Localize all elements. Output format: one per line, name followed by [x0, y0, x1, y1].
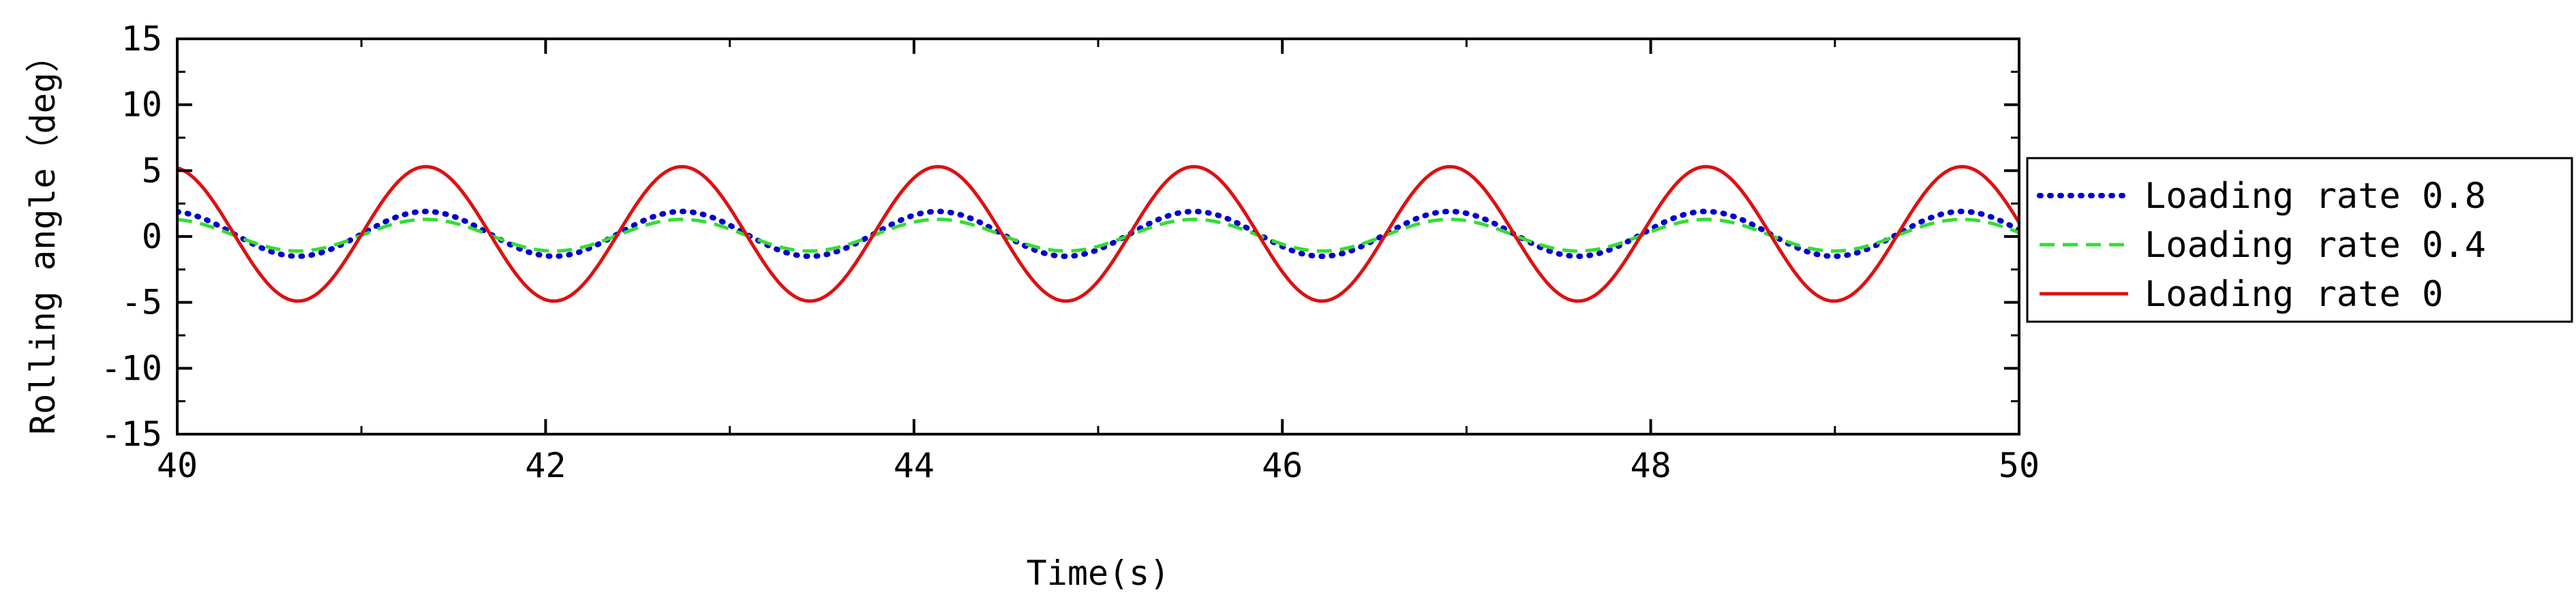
y-tick-label: 5 — [142, 151, 162, 190]
y-tick-label: -5 — [121, 283, 162, 322]
axes: -15 -10 -5 0 5 10 15 40 42 44 46 48 50 — [101, 19, 2040, 485]
y-tick-label: -10 — [101, 348, 162, 388]
legend-label-2: Loading rate 0.4 — [2145, 225, 2486, 266]
x-axis-title: Time(s) — [1027, 553, 1170, 593]
legend-label-1: Loading rate 0.8 — [2145, 176, 2486, 217]
legend: Loading rate 0.8 Loading rate 0.4 Loading … — [2026, 157, 2573, 323]
x-tick-label: 46 — [1262, 446, 1303, 485]
x-tick-label: 44 — [894, 446, 935, 485]
y-tick-label: 15 — [121, 19, 162, 59]
y-axis-title: Rolling angle（deg） — [23, 38, 63, 435]
series-line-2 — [177, 217, 2019, 253]
y-tick-label: 10 — [121, 85, 162, 125]
series-line-1 — [177, 209, 2019, 259]
y-tick-label: 0 — [142, 217, 162, 256]
x-tick-label: 42 — [525, 446, 566, 485]
series-lines — [177, 164, 2019, 303]
x-tick-label: 40 — [157, 446, 198, 485]
x-tick-label: 48 — [1630, 446, 1671, 485]
y-tick-label: -15 — [101, 414, 162, 454]
plot-frame — [176, 37, 2020, 436]
series-line-3 — [177, 164, 2019, 303]
legend-label-3: Loading rate 0 — [2145, 274, 2443, 315]
x-tick-label: 50 — [1999, 446, 2040, 485]
